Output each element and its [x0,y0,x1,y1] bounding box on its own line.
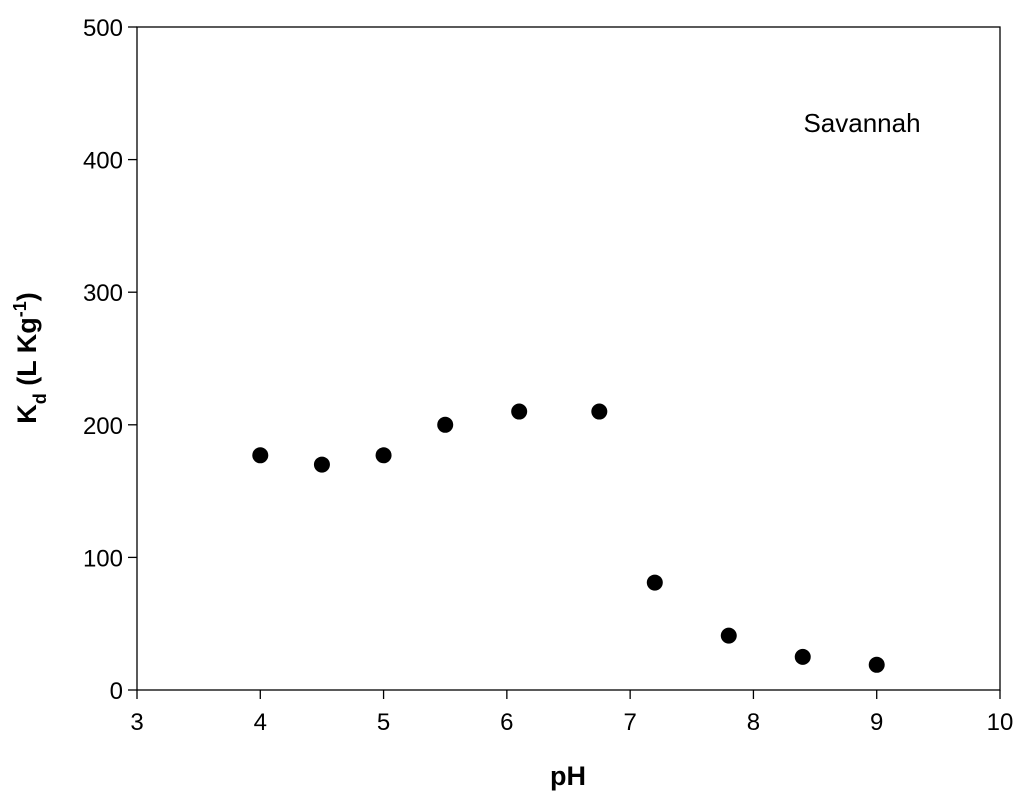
y-tick-label: 500 [83,15,123,42]
x-tick-label: 6 [500,709,513,736]
x-tick-label: 9 [870,709,883,736]
point [868,656,885,673]
x-tick-label: 4 [254,709,267,736]
x-tick-label: 3 [130,709,143,736]
point [720,627,737,644]
point [591,403,608,420]
y-tick-label: 300 [83,280,123,307]
y-label-sub: d [30,393,50,404]
y-label-main: K [12,404,42,424]
x-tick-label: 10 [987,709,1014,736]
point [437,416,454,433]
y-label-rest: (L Kg [12,317,42,393]
y-label-end: ) [12,292,42,301]
point [375,447,392,464]
x-axis-label: pH [550,761,586,791]
x-tick-label: 7 [623,709,636,736]
point [313,456,330,473]
point [252,447,269,464]
y-tick-label: 400 [83,148,123,175]
plot-frame [136,26,1001,691]
y-label-sup: -1 [10,301,30,317]
y-axis-label: Kd (L Kg-1) [10,292,50,424]
point [646,574,663,591]
annotation: Savannah [803,108,920,138]
x-tick-label: 8 [747,709,760,736]
point [794,648,811,665]
point [511,403,528,420]
y-tick-label: 100 [83,545,123,572]
y-tick-label: 200 [83,413,123,440]
x-tick-label: 5 [377,709,390,736]
y-tick-label: 0 [110,678,123,705]
